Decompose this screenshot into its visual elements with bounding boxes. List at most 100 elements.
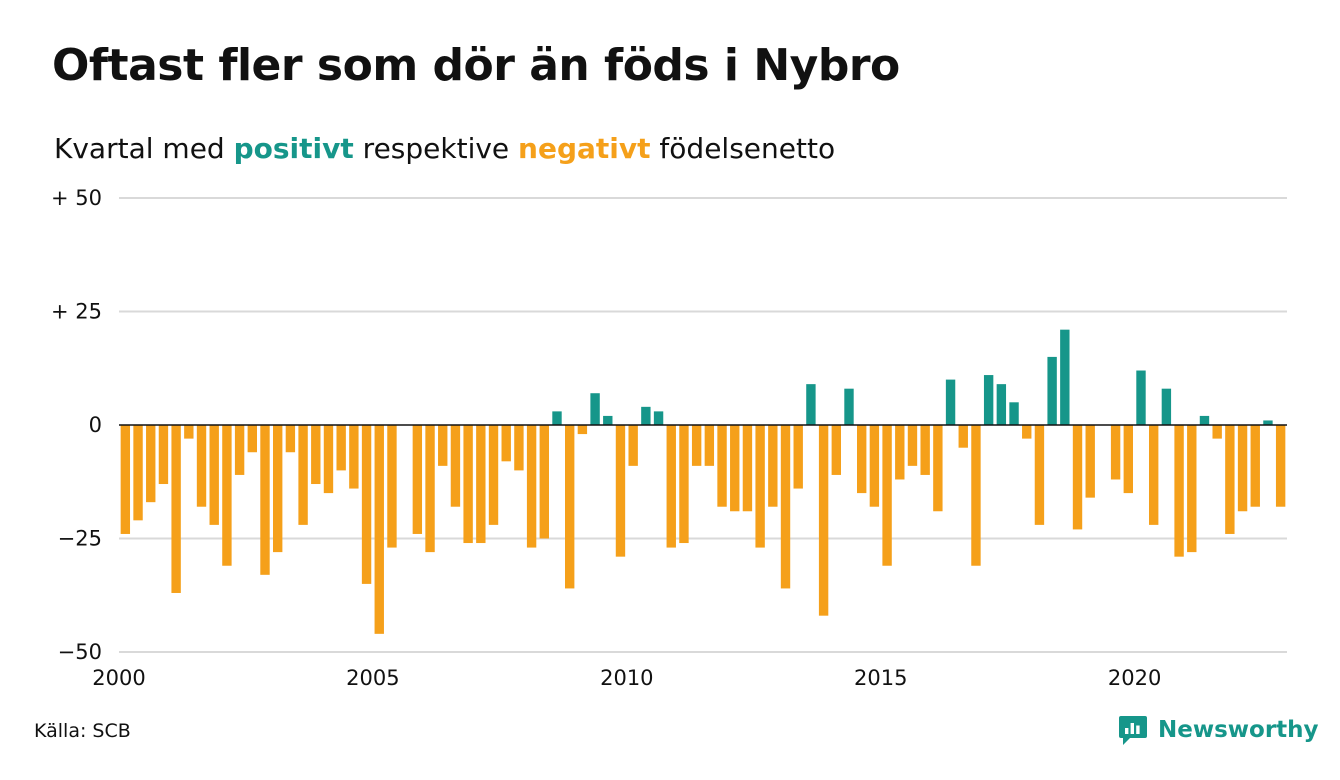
- brand-name: Newsworthy: [1158, 717, 1319, 743]
- newsworthy-logo-icon: [1119, 716, 1147, 745]
- bar: [641, 406, 651, 425]
- bar: [133, 425, 143, 521]
- bar: [184, 425, 194, 439]
- chart-title: Oftast fler som dör än föds i Nybro: [52, 40, 900, 91]
- y-tick-label: 0: [89, 413, 102, 437]
- x-tick-label: 2005: [346, 666, 399, 690]
- bar: [323, 425, 334, 494]
- bar: [615, 425, 626, 557]
- bar: [895, 425, 905, 480]
- bar: [552, 411, 562, 425]
- bar: [755, 425, 765, 548]
- bar: [780, 425, 791, 589]
- bar: [1047, 356, 1057, 425]
- bar: [438, 425, 448, 466]
- bar: [196, 425, 207, 507]
- bar: [222, 425, 232, 566]
- bar: [831, 425, 841, 475]
- subtitle-text-start: Kvartal med: [54, 132, 234, 165]
- bar: [336, 425, 346, 471]
- x-tick-label: 2010: [600, 666, 653, 690]
- bar: [514, 425, 524, 471]
- bar: [158, 425, 169, 485]
- bar: [146, 425, 156, 503]
- bar: [488, 425, 499, 525]
- bar: [971, 425, 981, 566]
- bar: [577, 425, 588, 435]
- bar: [298, 425, 308, 525]
- bar: [247, 425, 257, 453]
- bar: [526, 425, 537, 548]
- bar: [945, 379, 956, 425]
- bar: [450, 425, 461, 507]
- bar: [1060, 329, 1070, 425]
- brand-logo: Newsworthy: [1118, 714, 1319, 746]
- bar: [907, 425, 918, 466]
- bar: [311, 425, 321, 485]
- subtitle-positive-label: positivt: [233, 132, 354, 165]
- bar: [628, 425, 638, 466]
- bar: [717, 425, 727, 507]
- bar: [844, 388, 854, 425]
- bar: [806, 384, 816, 425]
- bar: [260, 425, 270, 575]
- bar: [1110, 425, 1121, 480]
- bar: [171, 425, 181, 593]
- bar: [920, 425, 930, 475]
- bar: [1161, 388, 1172, 425]
- bar: [666, 425, 676, 548]
- y-tick-label: −50: [58, 640, 102, 664]
- bar: [1123, 425, 1133, 494]
- bar: [1022, 425, 1032, 439]
- bar: [209, 425, 219, 525]
- bar: [387, 425, 397, 548]
- bar: [882, 425, 892, 566]
- bar: [1009, 402, 1019, 425]
- bar: [539, 425, 549, 539]
- bar: [1263, 420, 1273, 425]
- bar: [691, 425, 702, 466]
- source-note: Källa: SCB: [34, 720, 131, 742]
- bar: [285, 425, 296, 453]
- bar: [1072, 425, 1083, 530]
- bar: [1174, 425, 1184, 557]
- x-tick-label: 2000: [92, 666, 145, 690]
- bar: [361, 425, 372, 584]
- bar: [857, 425, 867, 494]
- y-tick-label: + 50: [51, 186, 102, 210]
- bar: [1149, 425, 1159, 525]
- bar: [768, 425, 778, 507]
- bar: [120, 425, 131, 534]
- bar: [793, 425, 803, 489]
- bar: [412, 425, 423, 534]
- bar: [1275, 425, 1286, 507]
- bar: [590, 393, 600, 425]
- bar: [425, 425, 435, 553]
- bar: [1199, 415, 1210, 425]
- bar: [1212, 425, 1222, 439]
- x-tick-label: 2020: [1108, 666, 1161, 690]
- x-tick-label: 2015: [854, 666, 907, 690]
- bar: [1034, 425, 1045, 525]
- bar: [273, 425, 283, 553]
- bar: [983, 375, 994, 425]
- bar: [742, 425, 753, 512]
- bar: [476, 425, 486, 544]
- bar: [869, 425, 880, 507]
- bar: [463, 425, 473, 544]
- bar: [1225, 425, 1235, 534]
- bar: [653, 411, 664, 425]
- bar: [1136, 370, 1146, 425]
- subtitle-negative-label: negativt: [518, 132, 651, 165]
- bar: [679, 425, 689, 544]
- bar: [603, 415, 613, 425]
- bar: [1237, 425, 1248, 512]
- bar: [349, 425, 359, 489]
- bar: [958, 425, 968, 448]
- y-tick-label: −25: [58, 527, 102, 551]
- bar: [996, 384, 1007, 425]
- bar: [565, 425, 575, 589]
- bar: [374, 425, 384, 634]
- bar: [1250, 425, 1260, 507]
